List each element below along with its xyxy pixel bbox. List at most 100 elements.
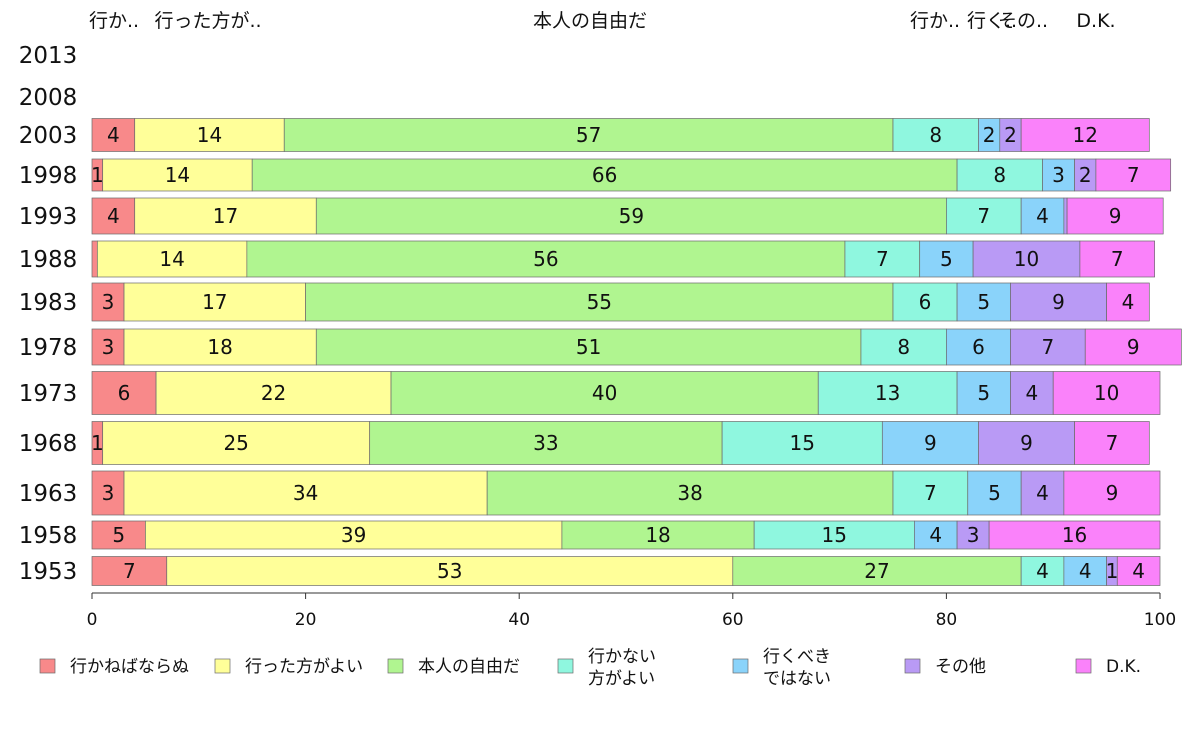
bar-value-label: 6: [919, 290, 932, 314]
legend-swatch: [732, 658, 749, 674]
bar-value-label: 3: [102, 335, 115, 359]
legend-label: 方がよい: [588, 669, 655, 689]
bar-segment: [134, 118, 285, 152]
bar-value-label: 4: [1036, 481, 1049, 505]
bar-value-label: 5: [940, 247, 953, 271]
year-label: 1968: [19, 431, 78, 457]
legend-label: 本人の自由だ: [418, 657, 520, 677]
bar-value-label: 27: [864, 559, 889, 583]
bar-value-label: 15: [822, 523, 847, 547]
bar-segment: [946, 197, 1022, 235]
year-label: 1983: [19, 290, 78, 316]
bar-segment: [246, 240, 846, 278]
bar-segment: [155, 371, 392, 415]
bar-segment: [96, 240, 248, 278]
bar-value-label: 4: [1025, 381, 1038, 405]
bar-value-label: 12: [1073, 123, 1098, 147]
year-label: 1953: [19, 559, 78, 585]
bar-value-label: 22: [261, 381, 286, 405]
x-axis-tick-label: 0: [87, 610, 98, 630]
bar-segment: [1020, 197, 1065, 235]
bar-segment: [315, 328, 862, 366]
bar-value-label: 9: [1109, 204, 1122, 228]
legend-label: D.K.: [1106, 657, 1141, 677]
bar-segment: [123, 282, 306, 322]
bar-segment: [721, 421, 883, 465]
legend-swatch: [387, 658, 404, 674]
top-column-label: 行った方が..: [154, 10, 261, 32]
bar-segment: [1010, 371, 1054, 415]
bar-value-label: 57: [576, 123, 601, 147]
bar-segment: [91, 282, 125, 322]
bar-segment: [1116, 556, 1161, 586]
bar-value-label: 14: [197, 123, 222, 147]
year-label: 1998: [19, 163, 78, 189]
bar-segment: [369, 421, 723, 465]
bar-value-label: 9: [1052, 290, 1065, 314]
bar-value-label: 18: [645, 523, 670, 547]
bar-segment: [1063, 197, 1068, 235]
bar-value-label: 53: [437, 559, 462, 583]
bar-value-label: 1: [91, 431, 104, 455]
bar-segment: [123, 328, 317, 366]
bar-value-label: 5: [977, 381, 990, 405]
bar-value-label: 7: [1127, 163, 1140, 187]
bar-segment: [91, 556, 168, 586]
bar-segment: [1074, 421, 1150, 465]
bar-segment: [91, 371, 157, 415]
bar-segment: [315, 197, 947, 235]
bar-value-label: 5: [977, 290, 990, 314]
bar-value-label: 9: [1106, 481, 1119, 505]
bar-value-label: 4: [1132, 559, 1145, 583]
legend-swatch: [214, 658, 231, 674]
legend-label: 行った方がよい: [245, 657, 363, 677]
bar-value-label: 9: [924, 431, 937, 455]
bar-value-label: 7: [1041, 335, 1054, 359]
bar-value-label: 39: [341, 523, 366, 547]
bar-value-label: 17: [202, 290, 227, 314]
bar-segment: [91, 240, 98, 278]
bar-segment: [91, 470, 125, 516]
bar-value-label: 4: [1036, 204, 1049, 228]
year-label: 1958: [19, 523, 78, 549]
bar-value-label: 4: [1122, 290, 1135, 314]
bar-value-label: 14: [159, 247, 184, 271]
legend-label: 行くべき: [763, 647, 831, 667]
bar-segment: [123, 470, 488, 516]
bar-segment: [145, 520, 563, 550]
bar-segment: [134, 197, 317, 235]
bar-value-label: 7: [977, 204, 990, 228]
bar-segment: [956, 371, 1011, 415]
legend-swatch: [557, 658, 574, 674]
bar-value-label: 2: [1004, 123, 1017, 147]
bar-segment: [1063, 556, 1107, 586]
bar-segment: [1020, 556, 1065, 586]
bar-value-label: 5: [112, 523, 125, 547]
bar-value-label: 51: [576, 335, 601, 359]
bar-segment: [956, 158, 1043, 192]
bar-value-label: 25: [223, 431, 248, 455]
bar-segment: [817, 371, 958, 415]
bar-segment: [486, 470, 894, 516]
top-column-label: 行か..: [89, 10, 139, 32]
bar-segment: [919, 240, 974, 278]
bar-segment: [753, 520, 915, 550]
year-label: 1993: [19, 204, 78, 230]
bar-segment: [956, 520, 990, 550]
year-label: 2013: [19, 43, 78, 69]
bar-segment: [1095, 158, 1172, 192]
bar-value-label: 3: [102, 481, 115, 505]
bar-value-label: 4: [929, 523, 942, 547]
bar-value-label: 3: [102, 290, 115, 314]
bar-segment: [561, 520, 755, 550]
bar-segment: [967, 470, 1022, 516]
bar-value-label: 4: [107, 123, 120, 147]
bar-value-label: 16: [1062, 523, 1087, 547]
bar-segment: [102, 421, 371, 465]
bar-value-label: 33: [533, 431, 558, 455]
bar-value-label: 3: [1052, 163, 1065, 187]
legend-label: ではない: [763, 669, 831, 689]
top-column-label: D.K.: [1076, 10, 1115, 32]
bar-segment: [732, 556, 1022, 586]
